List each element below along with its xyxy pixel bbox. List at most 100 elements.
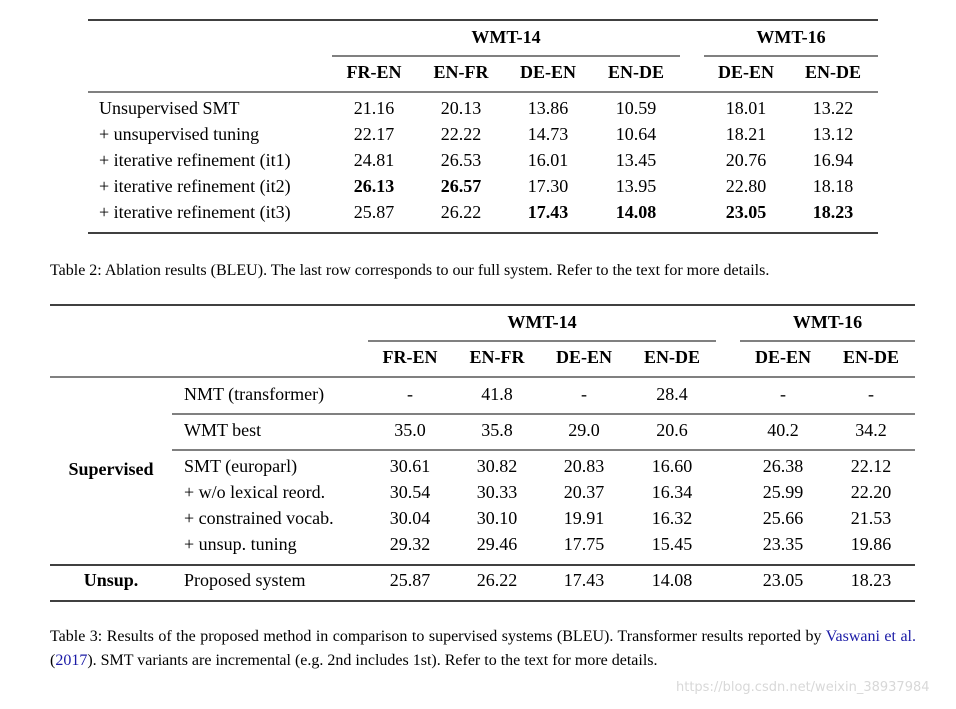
cell: 22.80 xyxy=(726,176,767,196)
row-label: + constrained vocab. xyxy=(184,508,334,528)
table3-caption: Table 3: Results of the proposed method … xyxy=(50,625,916,673)
group-header: WMT-16 xyxy=(756,27,825,47)
row-label: + iterative refinement (it3) xyxy=(99,202,291,223)
cell: 25.66 xyxy=(763,508,804,528)
group-header: WMT-14 xyxy=(507,312,576,332)
cell: 26.13 xyxy=(354,176,395,196)
cell: 20.37 xyxy=(564,482,605,502)
column-header: FR-EN xyxy=(347,62,402,82)
cell: 30.61 xyxy=(390,456,431,476)
row-label: NMT (transformer) xyxy=(184,384,324,405)
cell: 13.86 xyxy=(528,98,569,118)
cell: 10.64 xyxy=(616,124,657,144)
cell: 14.08 xyxy=(616,202,657,222)
cell: 30.82 xyxy=(477,456,518,476)
column-header: EN-DE xyxy=(644,347,700,367)
citation-link[interactable]: Vaswani et al. xyxy=(825,628,917,645)
cell: 13.12 xyxy=(813,124,854,144)
cell: 18.01 xyxy=(726,98,767,118)
group-header: WMT-14 xyxy=(471,27,540,47)
column-header: DE-EN xyxy=(556,347,612,367)
cell: 15.45 xyxy=(652,534,693,554)
cell: 18.23 xyxy=(813,202,854,222)
cell: 30.04 xyxy=(390,508,431,528)
cell: 16.34 xyxy=(652,482,693,502)
cell: 13.45 xyxy=(616,150,657,170)
column-header: EN-FR xyxy=(434,62,490,82)
column-header: EN-DE xyxy=(608,62,664,82)
cell: 22.12 xyxy=(851,456,892,476)
row-label: Unsupervised SMT xyxy=(99,98,240,118)
cell: 16.32 xyxy=(652,508,693,528)
cell: - xyxy=(581,384,587,404)
cell: 21.53 xyxy=(851,508,892,528)
cell: 40.2 xyxy=(767,420,799,440)
cell: 16.60 xyxy=(652,456,693,476)
cell: 24.81 xyxy=(354,150,395,170)
caption-text: ( xyxy=(50,652,56,669)
citation-year[interactable]: 2017 xyxy=(55,652,88,669)
cell: - xyxy=(780,384,786,404)
row-label: Proposed system xyxy=(184,570,306,590)
cell: - xyxy=(407,384,413,404)
cell: 25.87 xyxy=(354,202,395,222)
group-header: WMT-16 xyxy=(793,312,862,332)
cell: - xyxy=(868,384,874,404)
cell: 16.94 xyxy=(813,150,854,170)
cell: 23.05 xyxy=(726,202,767,222)
row-label: + iterative refinement (it1) xyxy=(99,150,291,171)
group-label: Supervised xyxy=(68,459,153,479)
cell: 22.22 xyxy=(441,124,482,144)
row-label: SMT (europarl) xyxy=(184,456,297,477)
cell: 13.22 xyxy=(813,98,854,118)
cell: 17.43 xyxy=(528,202,569,222)
cell: 18.18 xyxy=(813,176,854,196)
column-header: FR-EN xyxy=(383,347,438,367)
cell: 17.30 xyxy=(528,176,569,196)
column-header: DE-EN xyxy=(755,347,811,367)
cell: 30.33 xyxy=(477,482,518,502)
cell: 35.0 xyxy=(394,420,426,440)
row-label: WMT best xyxy=(184,420,261,440)
column-header: EN-DE xyxy=(805,62,861,82)
cell: 26.57 xyxy=(441,176,482,196)
cell: 20.76 xyxy=(726,150,767,170)
cell: 41.8 xyxy=(481,384,513,404)
cell: 16.01 xyxy=(528,150,569,170)
watermark: https://blog.csdn.net/weixin_38937984 xyxy=(676,680,930,695)
cell: 14.73 xyxy=(528,124,569,144)
cell: 14.08 xyxy=(652,570,693,590)
cell: 18.21 xyxy=(726,124,767,144)
cell: 26.38 xyxy=(763,456,804,476)
cell: 13.95 xyxy=(616,176,657,196)
cell: 23.05 xyxy=(763,570,804,590)
cell: 25.99 xyxy=(763,482,804,502)
row-label: + iterative refinement (it2) xyxy=(99,176,291,197)
cell: 30.10 xyxy=(477,508,518,528)
caption-text: ). SMT variants are incremental (e.g. 2n… xyxy=(87,652,658,669)
column-header: DE-EN xyxy=(520,62,576,82)
caption-text: Table 3: Results of the proposed method … xyxy=(50,628,826,645)
cell: 20.6 xyxy=(656,420,688,440)
cell: 29.0 xyxy=(568,420,600,440)
column-header: EN-FR xyxy=(470,347,526,367)
row-label: + unsupervised tuning xyxy=(99,124,259,144)
row-label: + w/o lexical reord. xyxy=(184,482,325,502)
cell: 17.43 xyxy=(564,570,605,590)
cell: 26.22 xyxy=(477,570,518,590)
cell: 29.46 xyxy=(477,534,518,554)
cell: 28.4 xyxy=(656,384,688,404)
cell: 21.16 xyxy=(354,98,395,118)
cell: 18.23 xyxy=(851,570,892,590)
cell: 19.86 xyxy=(851,534,892,554)
cell: 23.35 xyxy=(763,534,804,554)
column-header: DE-EN xyxy=(718,62,774,82)
column-header: EN-DE xyxy=(843,347,899,367)
cell: 10.59 xyxy=(616,98,657,118)
cell: 22.20 xyxy=(851,482,892,502)
row-label: + unsup. tuning xyxy=(184,534,297,554)
cell: 20.83 xyxy=(564,456,605,476)
cell: 26.53 xyxy=(441,150,482,170)
